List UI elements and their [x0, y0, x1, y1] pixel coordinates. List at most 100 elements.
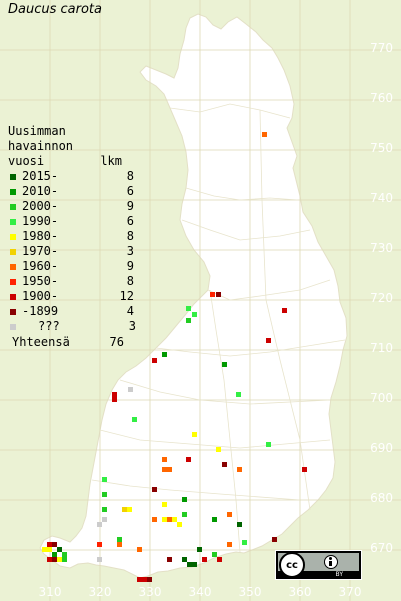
observation-dot — [57, 547, 62, 552]
legend-swatch — [10, 248, 16, 255]
x-axis-tick-label: 330 — [138, 585, 162, 599]
observation-dot — [102, 507, 107, 512]
observation-dot — [282, 308, 287, 313]
legend-count: 8 — [126, 229, 134, 243]
observation-dot — [162, 502, 167, 507]
observation-dot — [212, 552, 217, 557]
observation-dot — [186, 318, 191, 323]
y-axis-tick-label: 690 — [370, 441, 393, 455]
observation-dot — [237, 467, 242, 472]
observation-dot — [262, 132, 267, 137]
legend-row: 1900- 12 — [8, 289, 136, 304]
observation-dot — [112, 397, 117, 402]
observation-dot — [52, 552, 57, 557]
legend-count: 4 — [126, 304, 134, 318]
observation-dot — [216, 447, 221, 452]
observation-dot — [217, 557, 222, 562]
observation-dot — [57, 557, 62, 562]
legend-row: ??? 3 — [8, 319, 136, 334]
observation-dot — [167, 517, 172, 522]
y-axis-tick-label: 750 — [370, 141, 393, 155]
observation-dot — [222, 362, 227, 367]
observation-dot — [162, 352, 167, 357]
observation-dot — [167, 557, 172, 562]
observation-dot — [162, 517, 167, 522]
cc-by-text: BY — [335, 571, 343, 578]
observation-dot — [182, 497, 187, 502]
legend-label: 2015- — [22, 169, 59, 183]
legend-label: ??? — [38, 319, 60, 333]
observation-dot — [210, 292, 215, 297]
legend-count: 9 — [126, 199, 134, 213]
observation-dot — [47, 557, 52, 562]
legend-row: 2015- 8 — [8, 169, 136, 184]
observation-dot — [192, 312, 197, 317]
legend-count: 8 — [126, 274, 134, 288]
observation-dot — [187, 562, 192, 567]
observation-dot — [62, 557, 67, 562]
legend-swatch — [10, 173, 16, 180]
y-axis-tick-label: 710 — [370, 341, 393, 355]
legend-swatch — [10, 278, 16, 285]
legend-label: 1980- — [22, 229, 59, 243]
legend-label: -1899 — [22, 304, 59, 318]
observation-dot — [102, 477, 107, 482]
observation-dot — [212, 517, 217, 522]
legend-count: 8 — [126, 169, 134, 183]
legend-count: 3 — [128, 319, 136, 333]
observation-dot — [302, 467, 307, 472]
legend-total-label: Yhteensä — [12, 335, 70, 349]
legend-total: Yhteensä 76 — [8, 335, 136, 350]
cc-by-license-badge[interactable]: cc BY — [275, 550, 362, 580]
y-axis-tick-label: 770 — [370, 41, 393, 55]
legend-swatch — [10, 188, 16, 195]
observation-dot — [117, 537, 122, 542]
observation-dot — [162, 467, 167, 472]
observation-dot — [192, 432, 197, 437]
observation-dot — [152, 358, 157, 363]
legend-count: 3 — [126, 244, 134, 258]
legend-row: 1960- 9 — [8, 259, 136, 274]
observation-dot — [117, 542, 122, 547]
x-axis-tick-label: 360 — [288, 585, 312, 599]
y-axis-tick-label: 670 — [370, 541, 393, 555]
y-axis-tick-label: 760 — [370, 91, 393, 105]
legend-count: 9 — [126, 259, 134, 273]
legend-count: 6 — [126, 184, 134, 198]
observation-dot — [222, 462, 227, 467]
observation-dot — [182, 512, 187, 517]
legend-swatch — [10, 293, 16, 300]
legend-row: -1899 4 — [8, 304, 136, 319]
legend-row: 1990- 6 — [8, 214, 136, 229]
observation-dot — [152, 517, 157, 522]
legend-count: 12 — [119, 289, 134, 303]
legend-total-count: 76 — [109, 335, 124, 349]
observation-dot — [102, 517, 107, 522]
legend-header-line1: Uusimman — [8, 124, 66, 138]
observation-dot — [227, 542, 232, 547]
observation-dot — [242, 540, 247, 545]
legend-label: 1950- — [22, 274, 59, 288]
x-axis-tick-label: 370 — [338, 585, 362, 599]
observation-dot — [167, 467, 172, 472]
legend-row: 1970- 3 — [8, 244, 136, 259]
legend-swatch — [10, 263, 16, 270]
legend-label: 1900- — [22, 289, 59, 303]
observation-dot — [132, 417, 137, 422]
y-axis-tick-label: 720 — [370, 291, 393, 305]
species-title: Daucus carota — [8, 2, 102, 17]
observation-dot — [112, 392, 117, 397]
observation-dot — [216, 292, 221, 297]
observation-dots — [42, 132, 307, 582]
observation-dot — [137, 577, 142, 582]
observation-dot — [162, 457, 167, 462]
observation-dot — [102, 492, 107, 497]
observation-dot — [137, 547, 142, 552]
legend-row: 2010- 6 — [8, 184, 136, 199]
observation-dot — [152, 487, 157, 492]
legend-label: 1970- — [22, 244, 59, 258]
attribution-icon — [324, 555, 338, 569]
observation-dot — [52, 542, 57, 547]
observation-dot — [177, 522, 182, 527]
